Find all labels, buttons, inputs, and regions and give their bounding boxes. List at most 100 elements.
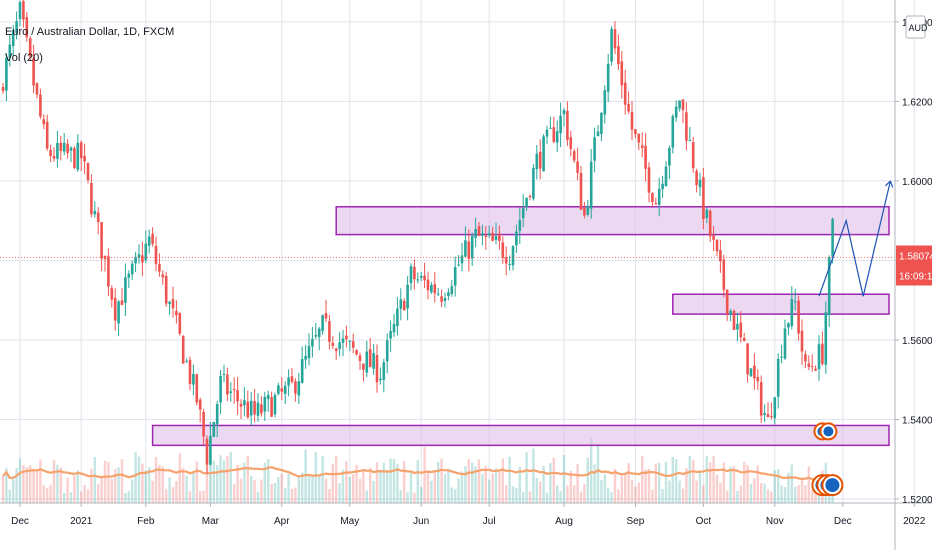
- volume-bar-114: [389, 458, 392, 503]
- candle-body-80: [273, 394, 277, 415]
- volume-bar-69: [236, 464, 239, 503]
- volume-bar-211: [719, 482, 722, 503]
- time-tick-label: Feb: [137, 516, 155, 527]
- volume-bar-228: [777, 469, 780, 503]
- currency-badge[interactable]: [905, 15, 926, 39]
- candle-body-70: [239, 403, 243, 407]
- volume-bar-172: [586, 457, 589, 503]
- volume-bar-116: [396, 464, 399, 503]
- volume-bar-170: [579, 491, 583, 503]
- candle-body-60: [205, 439, 209, 465]
- candle-body-194: [661, 183, 664, 190]
- candle-body-203: [691, 142, 695, 169]
- volume-bar-134: [457, 478, 460, 503]
- candle-body-177: [603, 90, 607, 115]
- candle-body-113: [385, 340, 389, 362]
- candle-body-201: [685, 112, 688, 141]
- candle-body-156: [532, 167, 535, 199]
- candle-body-102: [348, 340, 352, 342]
- volume-bar-119: [406, 492, 409, 503]
- volume-bar-142: [484, 466, 487, 503]
- candle-body-136: [464, 240, 467, 257]
- candle-body-170: [579, 172, 583, 210]
- candle-body-171: [583, 207, 586, 216]
- candle-body-133: [453, 266, 457, 286]
- volume-bar-136: [464, 466, 467, 503]
- volume-bar-37: [127, 491, 130, 503]
- volume-bar-125: [426, 471, 430, 503]
- candle-body-233: [793, 301, 797, 303]
- volume-bar-12: [42, 485, 45, 503]
- time-tick-label: Dec: [11, 516, 29, 527]
- candle-body-166: [566, 110, 569, 141]
- volume-bar-150: [511, 486, 515, 503]
- candle-body-234: [797, 300, 800, 334]
- volume-bar-101: [345, 461, 348, 503]
- volume-bar-67: [229, 452, 232, 503]
- candle-body-72: [246, 401, 250, 418]
- volume-bar-205: [698, 470, 702, 503]
- volume-bar-224: [763, 483, 766, 503]
- candle-body-100: [341, 338, 345, 343]
- candle-body-88: [300, 359, 304, 383]
- volume-bar-179: [610, 492, 613, 503]
- candle-body-46: [158, 263, 161, 272]
- volume-bar-127: [433, 471, 436, 503]
- candle-body-35: [120, 300, 124, 305]
- volume-bar-223: [760, 482, 763, 503]
- volume-bar-171: [583, 484, 586, 503]
- candle-body-115: [392, 324, 396, 333]
- price-tick-label: 1.52000: [902, 495, 932, 506]
- time-axis[interactable]: Dec 2021 Feb Mar Apr May Jun Jul Aug Sep Oct Nov Dec…: [11, 503, 926, 527]
- candle-body-174: [593, 137, 596, 161]
- bar-countdown: 16:09:12: [899, 272, 932, 283]
- candle-body-129: [440, 296, 443, 302]
- candle-body-38: [130, 263, 134, 275]
- candle-body-143: [487, 233, 491, 236]
- volume-bar-82: [280, 473, 283, 503]
- candle-body-39: [134, 256, 137, 264]
- volume-bar-238: [811, 489, 814, 503]
- volume-bar-102: [348, 477, 351, 503]
- volume-bar-92: [314, 452, 317, 503]
- candle-body-198: [674, 106, 678, 118]
- volume-bar-100: [341, 469, 345, 503]
- volume-bar-49: [168, 477, 171, 503]
- volume-bar-143: [488, 479, 491, 503]
- volume-bar-212: [722, 462, 725, 503]
- volume-bar-209: [712, 456, 715, 503]
- candle-body-78: [266, 394, 270, 400]
- candle-body-190: [647, 167, 651, 193]
- volume-bar-122: [416, 460, 419, 503]
- volume-bar-52: [178, 453, 181, 503]
- candle-body-103: [351, 341, 355, 348]
- candle-body-175: [596, 131, 600, 137]
- candle-body-186: [634, 129, 637, 135]
- candle-body-134: [457, 264, 460, 266]
- candle-body-164: [559, 115, 562, 134]
- volume-bar-96: [328, 489, 331, 503]
- candle-body-148: [504, 257, 508, 264]
- volume-bar-110: [375, 462, 379, 503]
- volume-bar-180: [613, 468, 617, 503]
- candle-body-74: [253, 401, 256, 415]
- candle-body-160: [545, 129, 549, 137]
- volume-bar-161: [549, 462, 552, 503]
- volume-bar-6: [22, 464, 25, 503]
- volume-bar-115: [392, 458, 396, 503]
- volume-bar-194: [661, 489, 664, 503]
- volume-bar-152: [518, 466, 521, 503]
- volume-bar-8: [29, 465, 32, 503]
- volume-bar-39: [134, 452, 137, 503]
- candle-body-168: [572, 151, 576, 161]
- volume-bar-65: [222, 460, 226, 503]
- candle-body-139: [474, 228, 477, 238]
- volume-bar-189: [644, 469, 647, 503]
- candle-body-83: [283, 385, 287, 394]
- candle-body-105: [358, 355, 362, 361]
- candle-body-214: [729, 310, 732, 315]
- volume-bar-128: [437, 462, 440, 503]
- volume-bar-217: [739, 485, 742, 503]
- candle-body-217: [739, 322, 743, 338]
